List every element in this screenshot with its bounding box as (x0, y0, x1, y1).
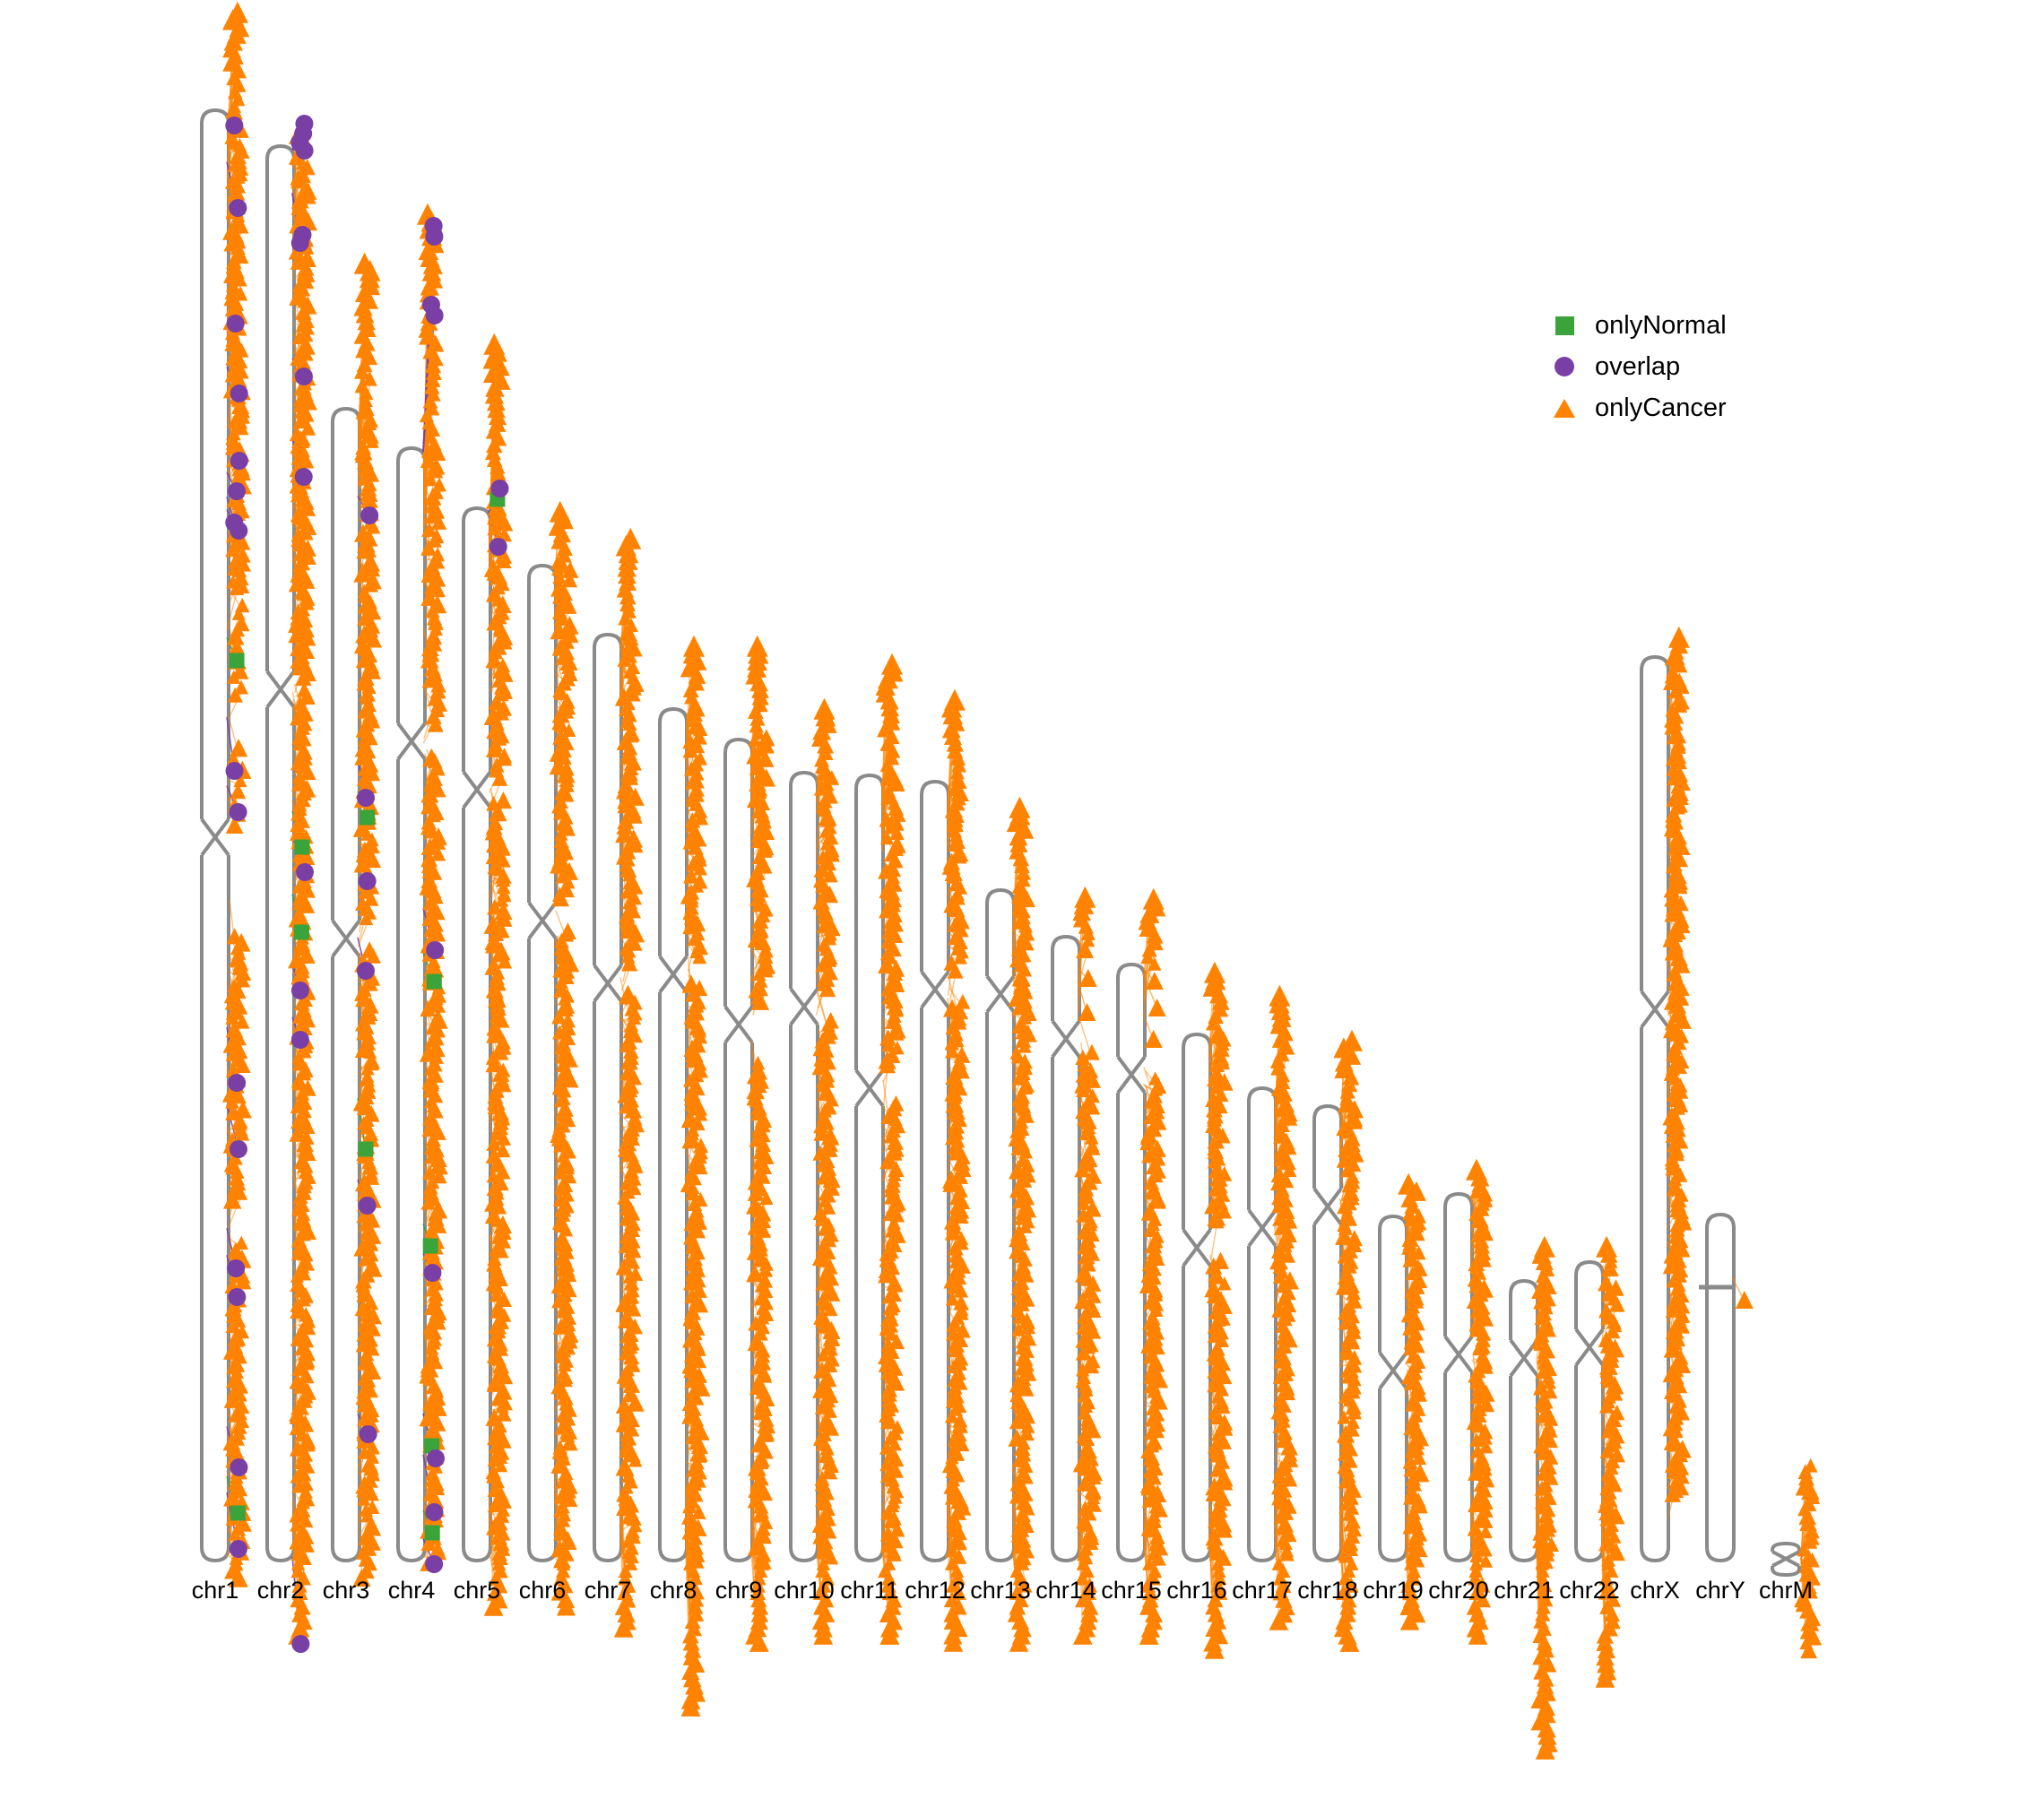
chromosome-label-chr8: chr8 (650, 1577, 697, 1604)
chromosome-chr15 (1116, 962, 1147, 1563)
chromosome-chr13 (985, 887, 1016, 1563)
legend: onlyNormal overlap onlyCancer (1554, 305, 1727, 428)
chromosome-label-chrX: chrX (1630, 1577, 1680, 1604)
chromosome-label-chr4: chr4 (388, 1577, 436, 1604)
chromosome-label-chr5: chr5 (454, 1577, 501, 1604)
chromosome-label-chr3: chr3 (323, 1577, 370, 1604)
chromosome-label-chr10: chr10 (774, 1577, 835, 1604)
chromosome-label-chr21: chr21 (1494, 1577, 1555, 1604)
chromosome-labels: chr1 chr2 chr3 chr4 chr5 chr6 chr7 chr8 chr9 chr1… (192, 1577, 1813, 1604)
chromosome-chr9 (723, 737, 754, 1563)
chromosome-chr10 (789, 770, 819, 1563)
purple-circle-icon (1554, 356, 1575, 377)
chromosome-label-chr17: chr17 (1232, 1577, 1293, 1604)
chromosome-label-chr15: chr15 (1101, 1577, 1162, 1604)
chromosome-chr3 (331, 406, 361, 1563)
chromosome-label-chr6: chr6 (519, 1577, 567, 1604)
chromosome-label-chrM: chrM (1759, 1577, 1813, 1604)
chromosome-chrX (1640, 654, 1670, 1563)
chromosome-chr1 (200, 108, 230, 1563)
chromosome-chr2 (265, 143, 296, 1563)
marker-points (221, 1, 1823, 1760)
chromosome-label-chr11: chr11 (840, 1577, 899, 1604)
chromosome-label-chr9: chr9 (715, 1577, 763, 1604)
chromosome-chr18 (1312, 1103, 1343, 1563)
legend-item-onlyNormal: onlyNormal (1554, 305, 1727, 346)
legend-item-onlyCancer: onlyCancer (1554, 387, 1727, 428)
chromosome-chr21 (1509, 1278, 1539, 1563)
legend-label: onlyNormal (1595, 310, 1727, 340)
chromosome-chrY (1699, 1212, 1736, 1563)
orange-triangle-icon (1554, 397, 1575, 419)
chromosome-label-chr13: chr13 (970, 1577, 1031, 1604)
chromosome-chr14 (1051, 934, 1081, 1563)
chromosome-label-chr20: chr20 (1428, 1577, 1489, 1604)
chromosome-chr16 (1182, 1032, 1212, 1563)
chromosome-chr19 (1378, 1214, 1408, 1563)
chromosome-label-chr16: chr16 (1166, 1577, 1227, 1604)
chromosome-chr4 (396, 445, 427, 1563)
chromosome-chr6 (527, 563, 558, 1563)
chromosome-chrM (1771, 1541, 1801, 1578)
chromosome-chr5 (462, 506, 492, 1563)
chromosome-label-chr19: chr19 (1363, 1577, 1424, 1604)
green-square-icon (1554, 315, 1575, 336)
chromosome-label-chr7: chr7 (585, 1577, 632, 1604)
chromosome-label-chr18: chr18 (1297, 1577, 1358, 1604)
legend-item-overlap: overlap (1554, 346, 1727, 387)
chromosome-label-chr1: chr1 (192, 1577, 239, 1604)
chromosome-label-chr2: chr2 (257, 1577, 305, 1604)
chromosome-chr12 (920, 779, 950, 1563)
legend-label: overlap (1595, 351, 1681, 381)
chromosome-chr17 (1247, 1085, 1278, 1563)
chromosome-label-chrY: chrY (1695, 1577, 1745, 1604)
chromosome-chr20 (1443, 1191, 1474, 1563)
chromosome-label-chr22: chr22 (1559, 1577, 1620, 1604)
chromosome-chr22 (1574, 1259, 1605, 1563)
chromosome-chr7 (593, 632, 623, 1563)
chromosome-label-chr12: chr12 (905, 1577, 966, 1604)
chromosome-chr8 (658, 706, 689, 1563)
legend-label: onlyCancer (1595, 393, 1727, 422)
chromosome-chr11 (854, 773, 885, 1563)
chromosome-label-chr14: chr14 (1035, 1577, 1096, 1604)
